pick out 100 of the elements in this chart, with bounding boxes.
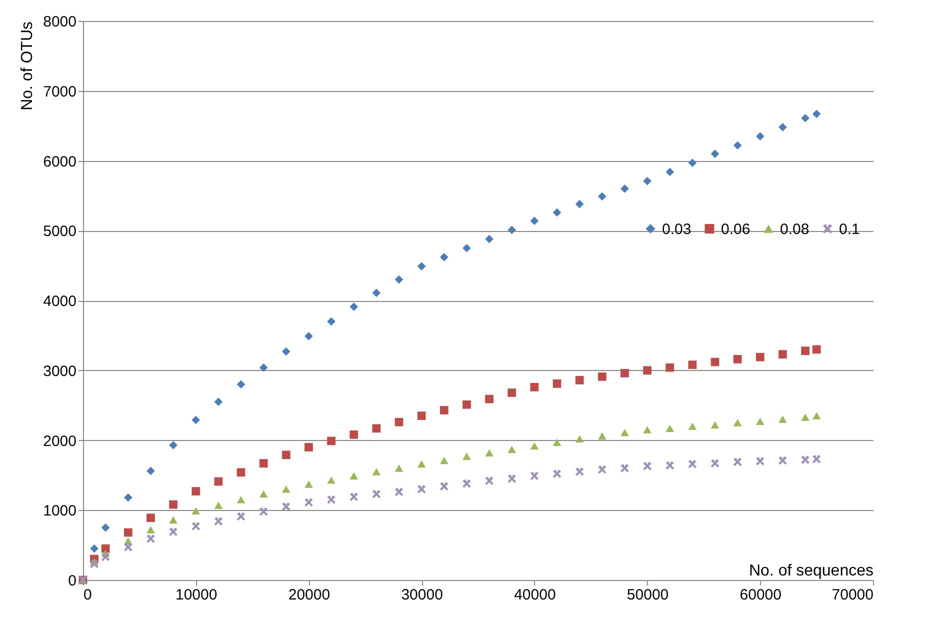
y-tick-label: 1000 <box>43 502 76 520</box>
point <box>778 123 787 132</box>
point <box>90 544 98 553</box>
point <box>101 523 110 532</box>
point <box>350 492 358 502</box>
point <box>372 288 381 297</box>
point <box>282 486 290 493</box>
point <box>530 216 539 226</box>
point <box>485 476 494 485</box>
point <box>236 496 246 504</box>
point <box>124 493 132 502</box>
point <box>304 443 313 452</box>
point <box>146 526 155 534</box>
point <box>552 379 562 388</box>
point <box>350 472 358 480</box>
y-tick-label: 2000 <box>43 432 76 450</box>
point <box>394 275 404 284</box>
point <box>801 456 810 464</box>
point <box>214 398 223 406</box>
point <box>643 366 652 375</box>
point <box>485 394 494 404</box>
point <box>733 458 742 466</box>
point <box>214 502 223 509</box>
x-tick-label: 0 <box>84 586 92 604</box>
point <box>101 552 110 562</box>
y-tick-label: 4000 <box>43 293 76 310</box>
point <box>327 436 336 446</box>
x-tick-label: 10000 <box>176 586 218 604</box>
point <box>485 234 494 244</box>
point <box>462 452 471 460</box>
point <box>372 490 381 498</box>
point <box>282 502 290 511</box>
point <box>417 484 426 494</box>
point <box>485 449 494 456</box>
point <box>236 512 246 521</box>
y-tick-label: 0 <box>68 572 76 590</box>
point <box>508 474 516 483</box>
point <box>778 456 787 465</box>
point <box>508 446 516 453</box>
point <box>643 462 652 470</box>
point <box>282 347 290 356</box>
point <box>801 414 810 421</box>
point <box>440 406 448 414</box>
point <box>417 412 426 420</box>
point <box>214 477 223 486</box>
point <box>530 442 539 450</box>
point <box>259 459 268 468</box>
point <box>282 450 290 460</box>
y-tick-label: 6000 <box>43 153 76 170</box>
point <box>552 208 562 217</box>
legend-label: 0.03 <box>662 220 692 238</box>
point <box>214 517 223 526</box>
point <box>440 456 448 464</box>
point <box>812 454 821 464</box>
point <box>192 507 200 514</box>
point <box>575 435 584 442</box>
point <box>327 495 336 504</box>
point <box>620 184 629 193</box>
point <box>236 380 246 389</box>
point <box>530 472 539 480</box>
point <box>169 440 178 450</box>
x-tick-label: 20000 <box>288 586 330 604</box>
x-tick-label: 30000 <box>401 586 443 604</box>
point <box>192 416 200 424</box>
point <box>812 110 821 118</box>
point <box>666 461 674 470</box>
point <box>169 516 178 524</box>
point <box>812 345 821 354</box>
point <box>756 418 764 426</box>
point <box>350 302 358 311</box>
point <box>756 457 764 466</box>
point <box>372 468 381 476</box>
point <box>575 376 584 384</box>
point <box>575 468 584 476</box>
point <box>688 460 697 468</box>
point <box>440 252 448 262</box>
point <box>124 528 132 537</box>
point <box>462 244 471 252</box>
point <box>146 466 155 476</box>
legend-label: 0.06 <box>721 220 750 238</box>
point <box>440 482 448 491</box>
point <box>812 412 821 420</box>
point <box>530 382 539 392</box>
point <box>620 428 629 436</box>
point <box>101 544 110 553</box>
point <box>756 132 764 140</box>
x-tick-label: 40000 <box>514 586 556 604</box>
point <box>688 360 697 369</box>
point <box>598 465 606 474</box>
point <box>192 522 200 530</box>
point <box>327 476 336 484</box>
point <box>304 498 313 507</box>
point <box>688 422 697 430</box>
point <box>666 424 674 432</box>
point <box>598 432 606 440</box>
point <box>394 488 404 496</box>
point <box>801 114 810 122</box>
point <box>394 464 404 472</box>
point <box>508 388 516 397</box>
point <box>643 426 652 434</box>
